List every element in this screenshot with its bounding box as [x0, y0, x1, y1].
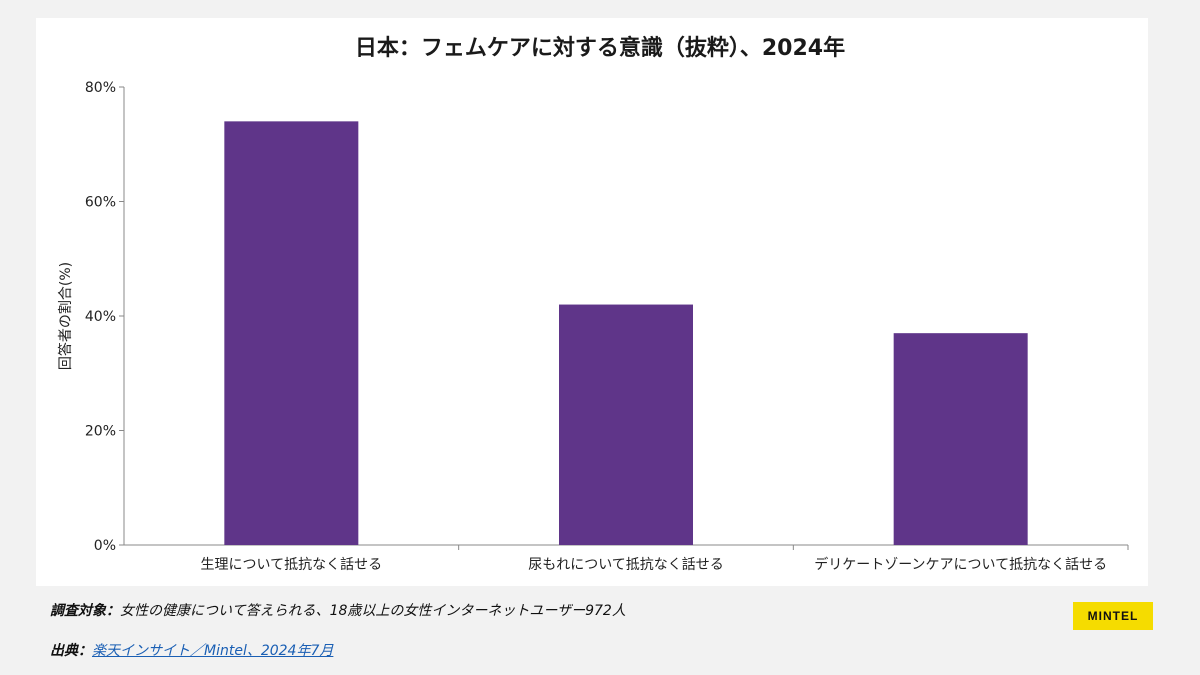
x-category-label: デリケートゾーンケアについて抵抗なく話せる [814, 556, 1107, 573]
source-link[interactable]: 楽天インサイト／Mintel、2024年7月 [92, 643, 334, 659]
y-tick-label: 20% [85, 424, 116, 440]
bar [224, 121, 359, 545]
y-tick-label: 60% [85, 195, 116, 211]
y-tick-label: 80% [85, 80, 116, 96]
source-label: 出典： [50, 643, 92, 659]
source-line: 出典：楽天インサイト／Mintel、2024年7月 [50, 640, 333, 660]
survey-subject-text: 女性の健康について答えられる、18歳以上の女性インターネットユーザー972人 [120, 603, 626, 619]
y-tick-label: 40% [85, 309, 116, 325]
bar [893, 333, 1028, 545]
survey-subject-label: 調査対象： [50, 603, 120, 619]
bar [559, 304, 693, 545]
chart-title: 日本：フェムケアに対する意識（抜粋）、2024年 [354, 36, 846, 61]
mintel-logo: MINTEL [1073, 602, 1153, 630]
survey-subject: 調査対象：女性の健康について答えられる、18歳以上の女性インターネットユーザー9… [50, 600, 626, 620]
y-axis-title: 回答者の割合(%) [57, 262, 74, 370]
y-tick-label: 0% [94, 538, 116, 554]
x-category-label: 生理について抵抗なく話せる [201, 556, 383, 573]
x-category-label: 尿もれについて抵抗なく話せる [528, 556, 724, 573]
